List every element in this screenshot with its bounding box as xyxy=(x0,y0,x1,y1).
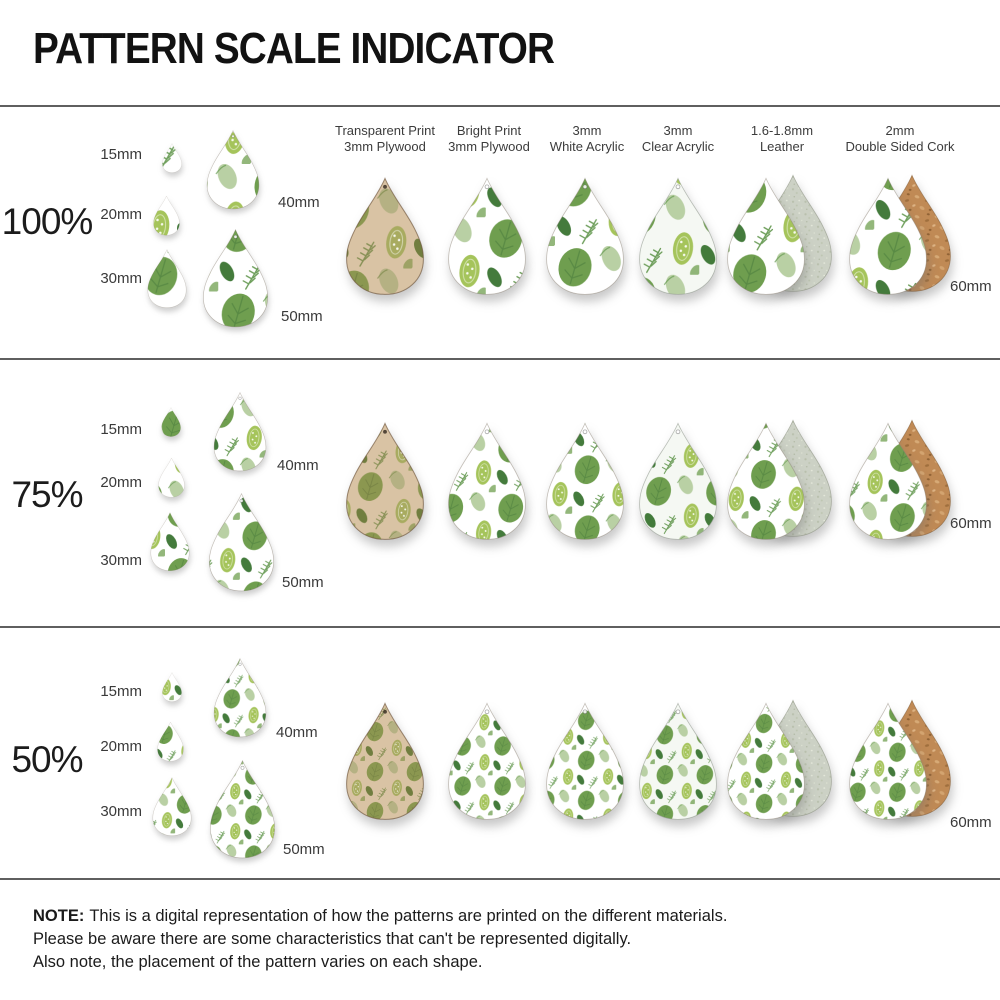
teardrop-60mm-1-6-1-8mm-leather xyxy=(726,175,806,297)
sample-teardrop-30mm xyxy=(152,776,192,837)
size-label-15mm: 15mm xyxy=(100,683,142,700)
sample-teardrop-50mm xyxy=(208,491,275,593)
size-label-30mm: 30mm xyxy=(100,270,142,287)
size-label-30mm: 30mm xyxy=(100,803,142,820)
teardrop-60mm-transparent-print-3mm-plywood xyxy=(345,175,425,297)
divider xyxy=(0,105,1000,107)
teardrop-60mm-2mm-double-sided-cork xyxy=(848,420,928,542)
size-label-30mm: 30mm xyxy=(100,552,142,569)
note-label: NOTE: xyxy=(33,907,85,925)
sample-teardrop-50mm xyxy=(202,227,269,329)
material-header-2mm-double-sided-cork: 2mm Double Sided Cork xyxy=(825,123,975,155)
note-line-3: Also note, the placement of the pattern … xyxy=(33,953,483,971)
material-header-line1: Transparent Print xyxy=(335,123,435,138)
material-header-transparent-print-3mm-plywood: Transparent Print 3mm Plywood xyxy=(310,123,460,155)
teardrop-60mm-3mm-clear-acrylic xyxy=(638,175,718,297)
sample-teardrop-30mm xyxy=(147,248,187,309)
material-header-3mm-clear-acrylic: 3mm Clear Acrylic xyxy=(603,123,753,155)
note-section: NOTE: This is a digital representation of… xyxy=(33,905,727,974)
material-header-line1: 2mm xyxy=(885,123,915,138)
material-header-1-6-1-8mm-leather: 1.6-1.8mm Leather xyxy=(707,123,857,155)
size-label-60mm: 60mm xyxy=(950,814,992,831)
teardrop-60mm-3mm-clear-acrylic xyxy=(638,700,718,822)
size-label-15mm: 15mm xyxy=(100,146,142,163)
material-header-3mm-white-acrylic: 3mm White Acrylic xyxy=(512,123,662,155)
material-header-line1: 3mm xyxy=(663,123,693,138)
size-label-50mm: 50mm xyxy=(282,574,324,591)
scale-label-50pct: 50% xyxy=(11,739,83,780)
material-header-line2: Double Sided Cork xyxy=(845,139,955,154)
size-label-40mm: 40mm xyxy=(276,724,318,741)
teardrop-60mm-3mm-white-acrylic xyxy=(545,420,625,542)
material-header-line1: 1.6-1.8mm xyxy=(750,123,814,138)
sample-teardrop-40mm xyxy=(213,657,267,738)
size-label-60mm: 60mm xyxy=(950,278,992,295)
page-title: PATTERN SCALE INDICATOR xyxy=(33,24,555,73)
divider xyxy=(0,626,1000,628)
sample-teardrop-20mm xyxy=(157,457,185,498)
material-header-line2: White Acrylic xyxy=(549,139,625,154)
sample-teardrop-20mm xyxy=(152,195,180,236)
sample-teardrop-15mm xyxy=(162,672,182,702)
teardrop-60mm-1-6-1-8mm-leather xyxy=(726,700,806,822)
size-label-20mm: 20mm xyxy=(100,474,142,491)
size-label-50mm: 50mm xyxy=(283,841,325,858)
material-header-line2: Leather xyxy=(759,139,805,154)
sample-teardrop-50mm xyxy=(209,758,276,860)
divider xyxy=(0,878,1000,880)
teardrop-60mm-3mm-white-acrylic xyxy=(545,175,625,297)
teardrop-60mm-bright-print-3mm-plywood xyxy=(447,420,527,542)
size-label-60mm: 60mm xyxy=(950,515,992,532)
size-label-50mm: 50mm xyxy=(281,308,323,325)
teardrop-60mm-1-6-1-8mm-leather xyxy=(726,420,806,542)
teardrop-60mm-bright-print-3mm-plywood xyxy=(447,700,527,822)
sample-teardrop-40mm xyxy=(213,391,267,472)
size-label-20mm: 20mm xyxy=(100,738,142,755)
size-label-20mm: 20mm xyxy=(100,206,142,223)
sample-teardrop-15mm xyxy=(162,143,182,173)
scale-label-100pct: 100% xyxy=(1,201,94,242)
size-label-15mm: 15mm xyxy=(100,421,142,438)
material-header-line1: Bright Print xyxy=(456,123,522,138)
teardrop-60mm-transparent-print-3mm-plywood xyxy=(345,420,425,542)
note-line-2: Please be aware there are some character… xyxy=(33,930,632,948)
material-header-line2: 3mm Plywood xyxy=(448,139,530,154)
scale-label-75pct: 75% xyxy=(11,474,83,515)
sample-teardrop-40mm xyxy=(206,129,260,210)
teardrop-60mm-2mm-double-sided-cork xyxy=(848,700,928,822)
sample-teardrop-30mm xyxy=(150,511,190,572)
size-label-40mm: 40mm xyxy=(277,457,319,474)
note-line-1: NOTE: This is a digital representation of… xyxy=(33,905,727,928)
material-header-line2: Clear Acrylic xyxy=(641,139,715,154)
sample-teardrop-15mm xyxy=(161,407,181,437)
sample-teardrop-20mm xyxy=(156,721,184,762)
material-header-bright-print-3mm-plywood: Bright Print 3mm Plywood xyxy=(414,123,564,155)
divider xyxy=(0,358,1000,360)
material-header-line2: 3mm Plywood xyxy=(344,139,426,154)
teardrop-60mm-transparent-print-3mm-plywood xyxy=(345,700,425,822)
material-header-line1: 3mm xyxy=(572,123,602,138)
teardrop-60mm-3mm-clear-acrylic xyxy=(638,420,718,542)
teardrop-60mm-3mm-white-acrylic xyxy=(545,700,625,822)
teardrop-60mm-bright-print-3mm-plywood xyxy=(447,175,527,297)
note-text-1: This is a digital representation of how … xyxy=(89,907,728,925)
size-label-40mm: 40mm xyxy=(278,194,320,211)
teardrop-60mm-2mm-double-sided-cork xyxy=(848,175,928,297)
